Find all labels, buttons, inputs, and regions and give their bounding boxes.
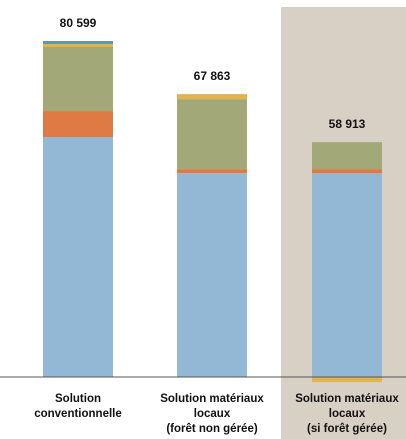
x-tick-label: locaux: [194, 408, 231, 420]
bar-segment: [43, 111, 113, 138]
bar-segment: [312, 377, 382, 383]
bar-segment: [177, 94, 247, 100]
x-tick-label: locaux: [329, 408, 366, 420]
bar-segment: [177, 169, 247, 174]
bar-segment: [312, 142, 382, 170]
bar-segment: [43, 137, 113, 377]
bar-segment: [177, 99, 247, 170]
bar-segment: [312, 169, 382, 174]
total-label: 67 863: [194, 69, 231, 83]
total-label: 80 599: [60, 16, 97, 30]
bar-segment: [43, 47, 113, 112]
x-tick-label: (forêt non gérée): [166, 423, 258, 435]
bar-segment: [43, 41, 113, 45]
bar-segment: [177, 173, 247, 377]
x-tick-label: Solution: [55, 393, 101, 405]
bar-segment: [43, 44, 113, 48]
x-tick-label: Solution matériaux: [295, 393, 399, 405]
x-tick-label: (si forêt gérée): [307, 423, 387, 435]
total-label: 58 913: [329, 117, 366, 131]
x-tick-label: Solution matériaux: [160, 393, 264, 405]
bar-segment: [312, 173, 382, 377]
x-tick-label: conventionnelle: [34, 408, 122, 420]
